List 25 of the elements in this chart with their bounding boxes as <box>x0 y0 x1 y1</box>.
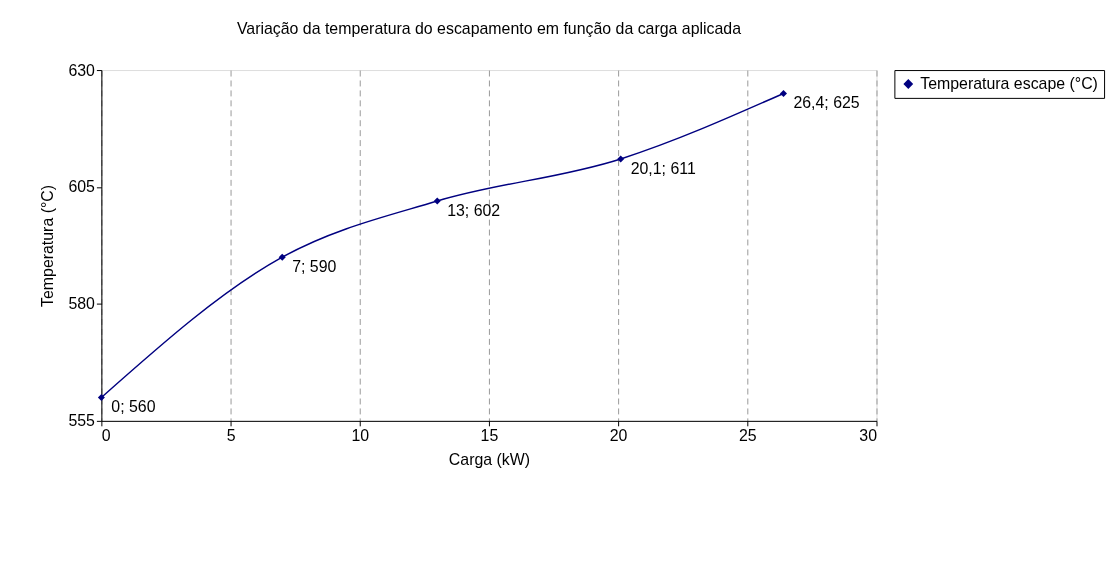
data-label: 13; 602 <box>447 201 501 219</box>
x-tick-label: 20 <box>609 427 628 445</box>
data-label: 26,4; 625 <box>793 94 860 112</box>
legend-label: Temperatura escape (°C) <box>920 74 1098 92</box>
chart-title: Variação da temperatura do escapamento em função da carga aplicada <box>236 20 742 38</box>
data-label: 0; 560 <box>111 398 156 416</box>
data-label: 7; 590 <box>292 258 337 276</box>
y-axis-title: Temperatura (°C) <box>39 184 57 307</box>
x-tick-label: 10 <box>351 427 370 445</box>
y-tick-label: 580 <box>68 295 96 313</box>
y-tick-label: 630 <box>68 61 96 79</box>
y-tick-label: 555 <box>68 412 96 430</box>
point <box>278 253 286 261</box>
x-tick-label: 15 <box>480 427 499 445</box>
x-tick-label: 30 <box>859 427 878 445</box>
y-tick-label: 605 <box>68 178 96 196</box>
x-tick-label: 0 <box>101 427 111 445</box>
point <box>97 393 105 401</box>
point <box>617 155 625 163</box>
data-label: 20,1; 611 <box>630 159 696 177</box>
x-axis-title: Carga (kW) <box>448 451 531 469</box>
x-tick-label: 25 <box>738 427 757 445</box>
point <box>433 197 441 205</box>
point <box>779 89 787 97</box>
x-tick-label: 5 <box>226 427 236 445</box>
